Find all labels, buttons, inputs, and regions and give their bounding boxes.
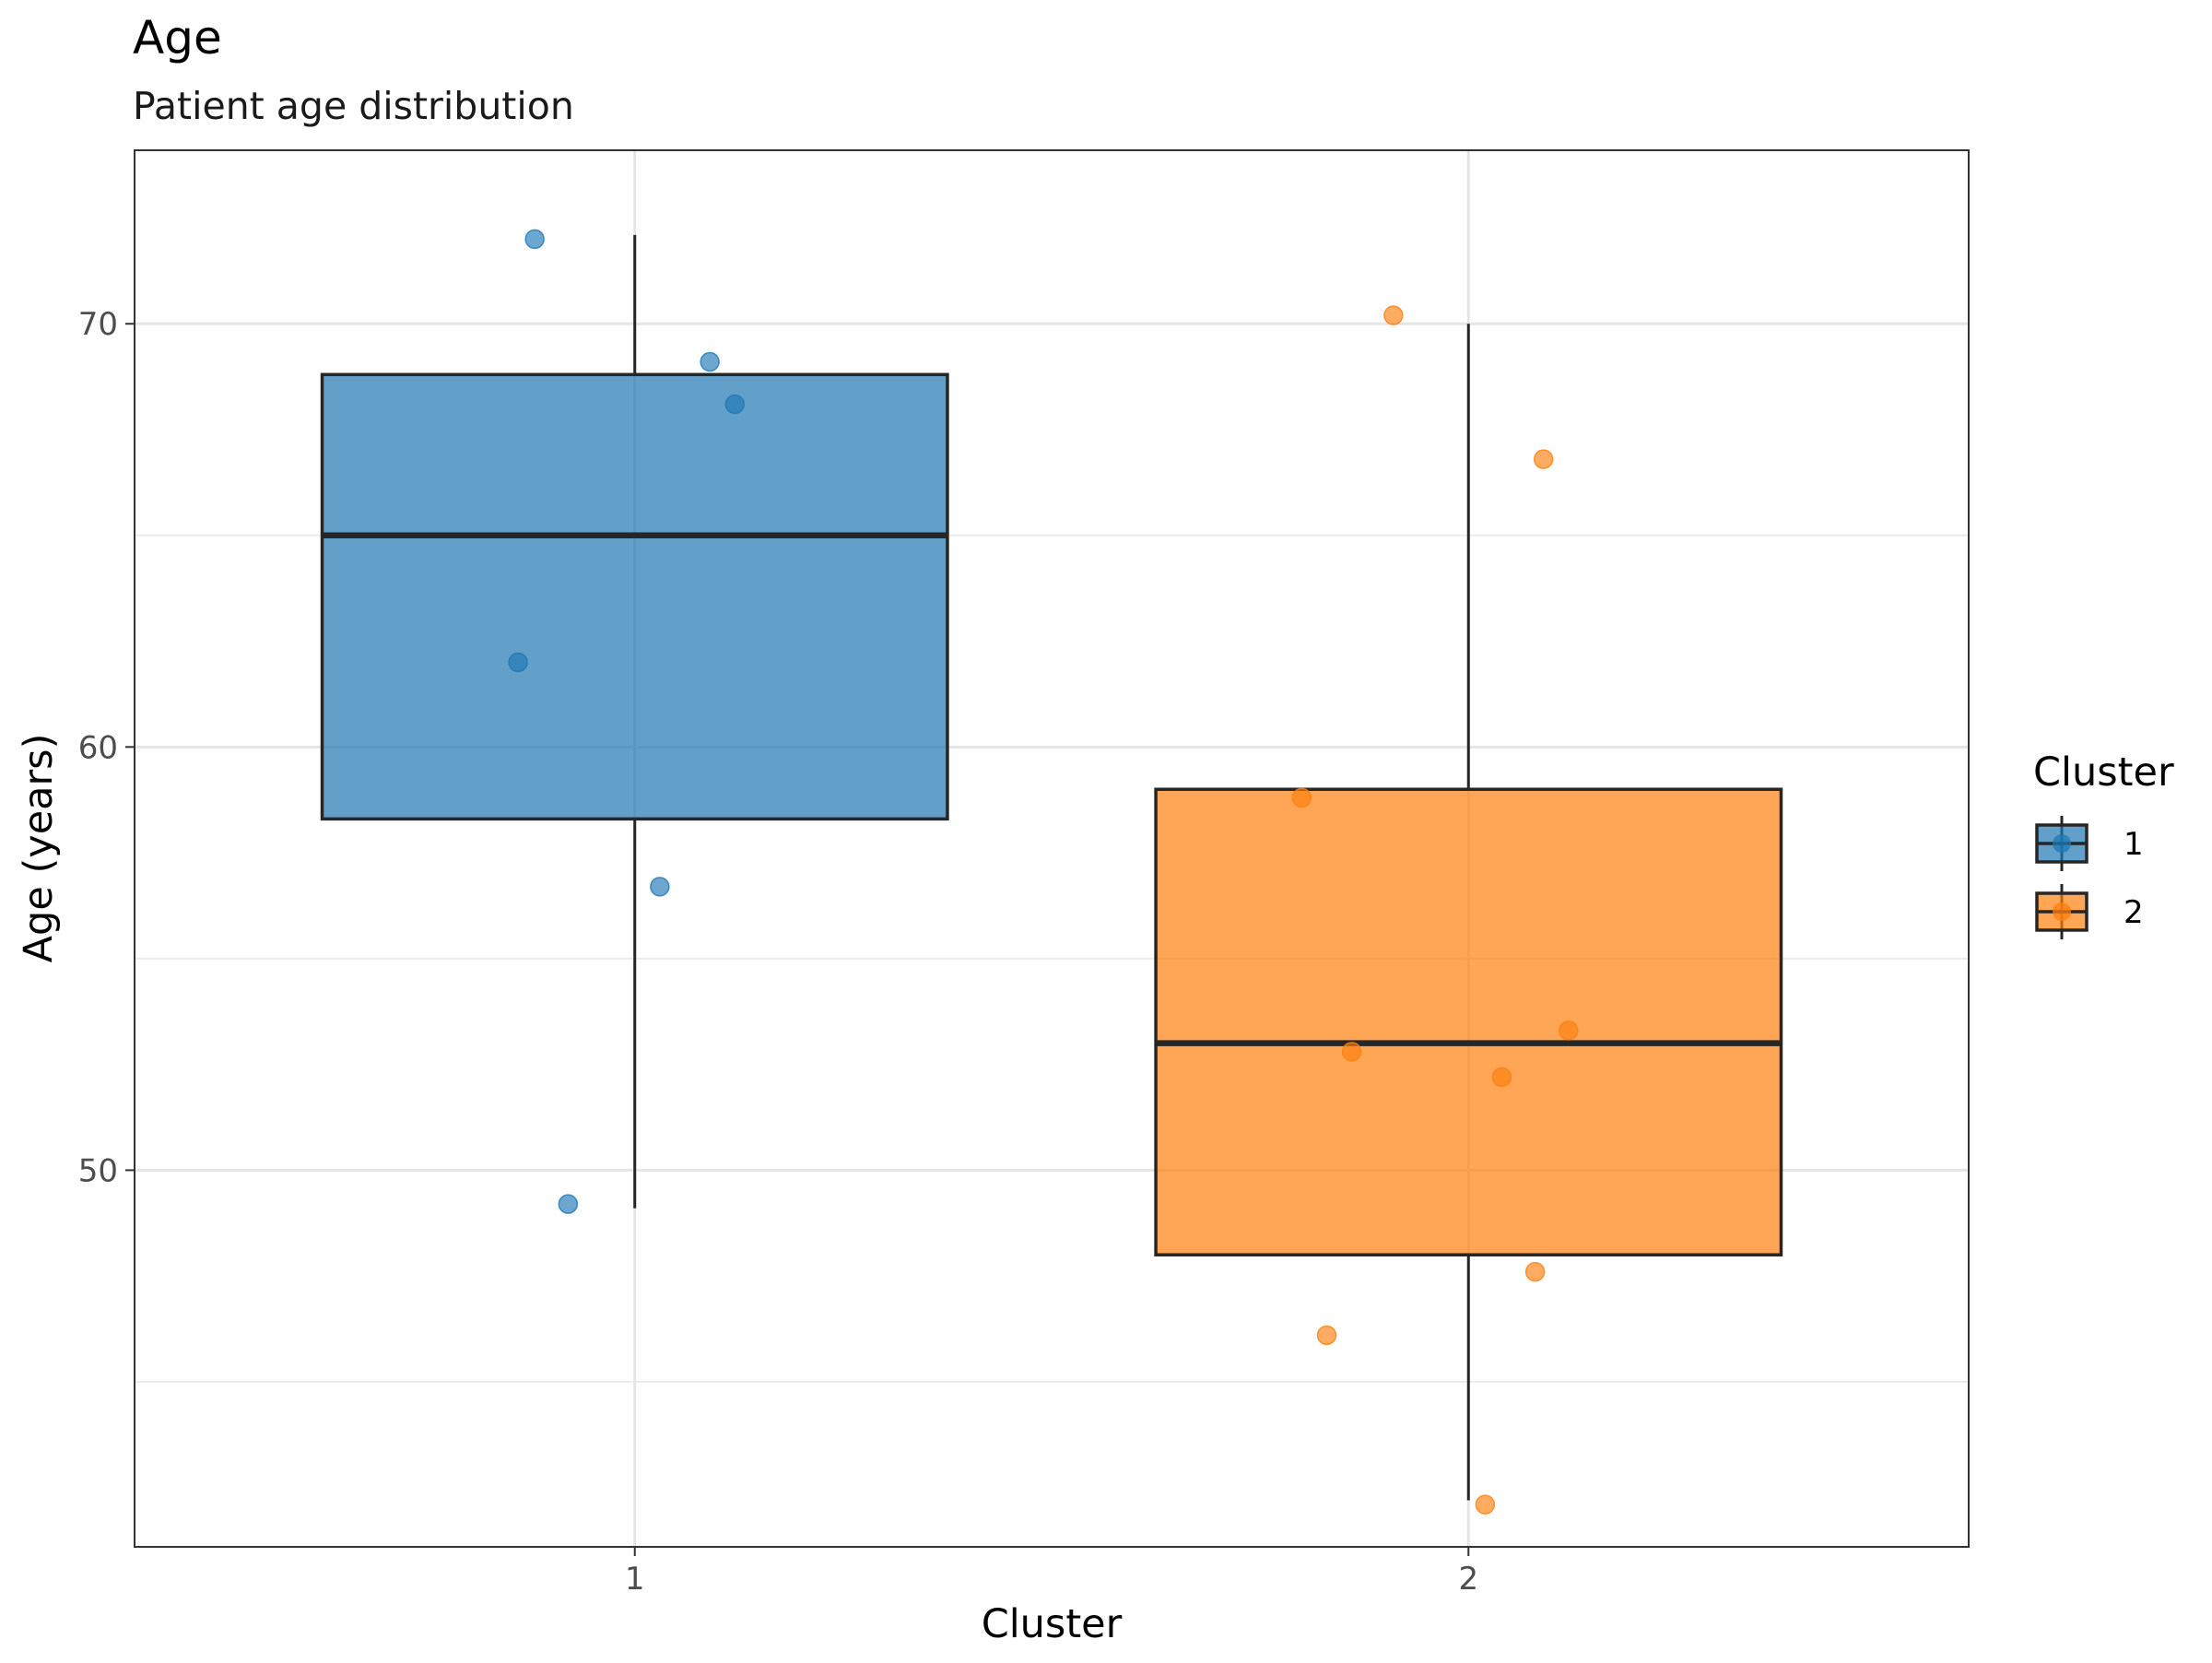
legend-key-point (2053, 902, 2071, 921)
y-tick-label: 50 (78, 1152, 118, 1189)
data-point (700, 351, 720, 372)
data-point (724, 394, 746, 415)
data-point (1291, 787, 1312, 808)
data-point (558, 1194, 579, 1214)
legend: Cluster 1 2 (2033, 749, 2174, 939)
y-axis-label: Age (years) (16, 734, 62, 963)
jitter-points (508, 229, 1579, 1515)
legend-entry-label: 1 (2124, 826, 2144, 863)
data-point (650, 877, 670, 897)
y-tick-label: 60 (78, 729, 118, 766)
y-tick-label: 70 (78, 306, 118, 343)
x-axis-label: Cluster (982, 1601, 1123, 1647)
data-point (1383, 305, 1404, 325)
chart-title: Age (133, 11, 222, 65)
legend-entry-label: 2 (2124, 894, 2144, 931)
box-cluster-1 (320, 372, 949, 821)
data-point (1316, 1325, 1337, 1346)
x-tick-label: 2 (1458, 1561, 1478, 1598)
legend-key-point (2053, 834, 2071, 853)
data-point (1475, 1494, 1496, 1515)
data-point (1341, 1042, 1362, 1062)
legend-title: Cluster (2033, 749, 2174, 796)
data-point (524, 229, 545, 250)
chart-subtitle: Patient age distribution (133, 84, 574, 128)
x-tick-label: 1 (625, 1561, 645, 1598)
boxes (320, 234, 1783, 1501)
box-cluster-2 (1154, 787, 1783, 1256)
data-point (508, 652, 528, 673)
data-point (1524, 1261, 1546, 1282)
plot-panel-border (134, 149, 1970, 1548)
data-point (1491, 1067, 1512, 1088)
data-point (1559, 1020, 1579, 1041)
data-point (1533, 449, 1554, 469)
y-axis: 50 60 70 (78, 306, 135, 1189)
